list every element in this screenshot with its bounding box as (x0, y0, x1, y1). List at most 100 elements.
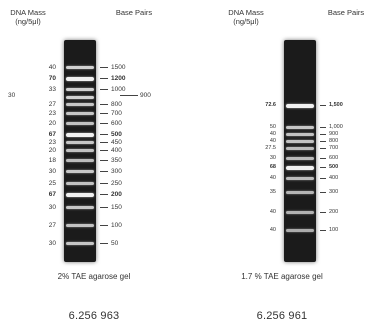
bp-label: 900 (140, 92, 151, 99)
gel-band (66, 88, 94, 91)
side-mass-label: 30 (8, 92, 16, 99)
bp-tick (320, 178, 326, 179)
bp-label: 1500 (111, 64, 126, 71)
gel-band (66, 193, 94, 197)
bp-tick (100, 134, 108, 135)
bp-label: 900 (329, 131, 339, 137)
bp-tick (320, 158, 326, 159)
dna-mass-header-line2: (ng/5μl) (15, 17, 41, 26)
ladder-lane (284, 40, 316, 262)
bp-label: 800 (329, 138, 339, 144)
bp-label: 150 (111, 204, 122, 211)
dna-mass-header: DNA Mass (ng/5μl) (2, 8, 54, 26)
bp-tick (100, 142, 108, 143)
gel-band (66, 159, 94, 162)
bp-tick (100, 171, 108, 172)
gel-band (66, 66, 94, 69)
mass-label: 40 (269, 209, 276, 215)
bp-tick (100, 67, 108, 68)
bp-tick (100, 113, 108, 114)
dna-mass-header-line1: DNA Mass (228, 8, 264, 17)
bp-label: 500 (329, 164, 339, 170)
mass-label: 67 (48, 191, 56, 198)
bp-label: 800 (111, 101, 122, 108)
bp-tick (320, 148, 326, 149)
bp-tick (100, 150, 108, 151)
dna-mass-header-line2: (ng/5μl) (233, 17, 259, 26)
gel-band (66, 149, 94, 152)
bp-label: 50 (111, 240, 119, 247)
bp-tick (100, 225, 108, 226)
bp-label: 500 (111, 131, 122, 138)
mass-label: 40 (269, 175, 276, 181)
bp-label: 1000 (111, 86, 126, 93)
gel-band (66, 122, 94, 125)
mass-label: 40 (269, 138, 276, 144)
bp-tick (100, 89, 108, 90)
gel-band (66, 170, 94, 173)
gel-band (286, 229, 314, 232)
gel-band (286, 104, 314, 108)
mass-label: 27 (48, 222, 56, 229)
gel-band (286, 147, 314, 150)
mass-label: 33 (48, 86, 56, 93)
bp-tick (100, 78, 108, 79)
bp-tick (100, 183, 108, 184)
mass-label: 30 (48, 168, 56, 175)
mass-label: 20 (48, 120, 56, 127)
bp-label: 200 (329, 209, 339, 215)
bp-tick (320, 127, 326, 128)
gel-band (66, 141, 94, 144)
mass-label: 70 (48, 75, 56, 82)
gel-band (286, 191, 314, 194)
gel-band (286, 133, 314, 136)
gel-band (66, 133, 94, 137)
mass-label: 30 (48, 240, 56, 247)
mass-label: 40 (269, 227, 276, 233)
dna-mass-header-line1: DNA Mass (10, 8, 46, 17)
bp-tick (320, 167, 326, 168)
gel-band (66, 112, 94, 115)
bp-label: 600 (111, 120, 122, 127)
bp-label: 350 (111, 157, 122, 164)
mass-label: 72.6 (265, 102, 276, 108)
mass-label: 30 (269, 155, 276, 161)
bp-tick (100, 160, 108, 161)
dna-mass-header: DNA Mass (ng/5μl) (220, 8, 272, 26)
gel-band (286, 211, 314, 214)
bp-label: 450 (111, 139, 122, 146)
bp-tick (100, 194, 108, 195)
base-pairs-header: Base Pairs (115, 8, 153, 17)
bp-tick (320, 230, 326, 231)
mass-label: 20 (48, 147, 56, 154)
catalog-number: 6.256 963 (68, 310, 120, 322)
gel-band (286, 157, 314, 160)
bp-tick (320, 134, 326, 135)
bp-label: 100 (329, 227, 339, 233)
bp-label: 600 (329, 155, 339, 161)
bp-label: 700 (111, 110, 122, 117)
bp-tick (100, 207, 108, 208)
bp-tick (320, 141, 326, 142)
mass-label: 50 (269, 124, 276, 130)
mass-label: 40 (48, 64, 56, 71)
mass-label: 23 (48, 139, 56, 146)
bp-label: 200 (111, 191, 122, 198)
bp-tick (320, 192, 326, 193)
bp-label: 1,000 (329, 124, 343, 130)
bp-tick (100, 123, 108, 124)
base-pairs-header: Base Pairs (327, 8, 365, 17)
gel-band (66, 242, 94, 245)
bp-tick (100, 243, 108, 244)
mass-label: 40 (269, 131, 276, 137)
mass-label: 23 (48, 110, 56, 117)
bp-tick (320, 212, 326, 213)
gel-band (286, 126, 314, 129)
mass-label: 68 (269, 164, 276, 170)
bp-label: 250 (111, 180, 122, 187)
gel-band (66, 96, 94, 99)
bp-label: 300 (329, 189, 339, 195)
gel-band (286, 177, 314, 180)
gel-caption: 2% TAE agarose gel (57, 272, 131, 281)
bp-label: 1200 (111, 75, 126, 82)
